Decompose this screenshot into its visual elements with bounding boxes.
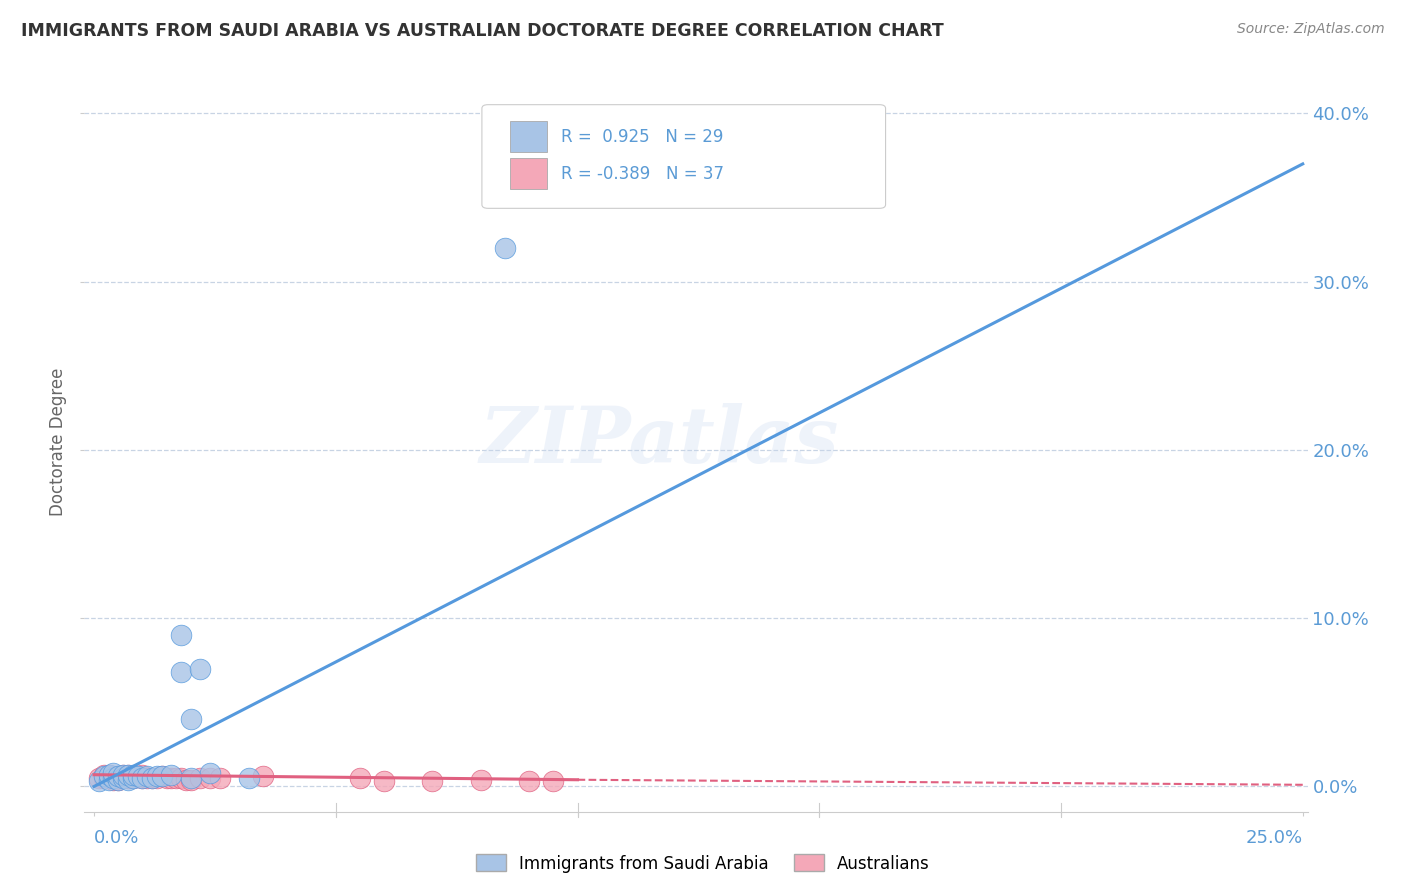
Point	[136, 771, 159, 785]
Point	[494, 241, 516, 255]
Point	[141, 771, 163, 785]
Point	[117, 767, 139, 781]
Point	[208, 771, 231, 785]
Point	[107, 772, 129, 787]
Point	[146, 771, 169, 785]
Point	[112, 771, 135, 785]
Point	[373, 774, 395, 789]
Point	[131, 771, 153, 785]
Point	[160, 771, 183, 785]
Point	[470, 772, 492, 787]
Point	[93, 769, 115, 783]
Point	[180, 712, 202, 726]
Point	[121, 767, 143, 781]
Point	[103, 766, 125, 780]
Point	[107, 769, 129, 783]
Bar	[510, 121, 547, 152]
FancyBboxPatch shape	[482, 104, 886, 209]
Point	[93, 767, 115, 781]
Point	[103, 772, 125, 787]
Point	[170, 771, 193, 785]
Text: R = -0.389   N = 37: R = -0.389 N = 37	[561, 164, 724, 183]
Point	[170, 628, 193, 642]
Point	[160, 767, 183, 781]
Bar	[510, 158, 547, 189]
Point	[190, 771, 212, 785]
Point	[155, 771, 177, 785]
Point	[543, 774, 565, 789]
Point	[87, 774, 110, 789]
Text: Source: ZipAtlas.com: Source: ZipAtlas.com	[1237, 22, 1385, 37]
Point	[238, 771, 260, 785]
Point	[127, 769, 149, 783]
Point	[174, 772, 197, 787]
Y-axis label: Doctorate Degree: Doctorate Degree	[49, 368, 67, 516]
Point	[117, 771, 139, 785]
Point	[117, 767, 139, 781]
Point	[180, 771, 202, 785]
Text: ZIPatlas: ZIPatlas	[479, 403, 839, 480]
Point	[97, 771, 120, 785]
Point	[198, 766, 221, 780]
Point	[121, 771, 143, 785]
Point	[87, 771, 110, 785]
Text: 0.0%: 0.0%	[94, 829, 139, 847]
Point	[127, 769, 149, 783]
Point	[117, 772, 139, 787]
Text: IMMIGRANTS FROM SAUDI ARABIA VS AUSTRALIAN DOCTORATE DEGREE CORRELATION CHART: IMMIGRANTS FROM SAUDI ARABIA VS AUSTRALI…	[21, 22, 943, 40]
Point	[517, 774, 540, 789]
Point	[150, 769, 173, 783]
Point	[190, 662, 212, 676]
Point	[422, 774, 444, 789]
Point	[180, 772, 202, 787]
Point	[131, 771, 153, 785]
Point	[112, 771, 135, 785]
Point	[107, 772, 129, 787]
Point	[150, 769, 173, 783]
Point	[107, 769, 129, 783]
Point	[252, 769, 274, 783]
Text: 25.0%: 25.0%	[1246, 829, 1303, 847]
Point	[131, 767, 153, 781]
Point	[170, 665, 193, 679]
Point	[141, 771, 163, 785]
Text: R =  0.925   N = 29: R = 0.925 N = 29	[561, 128, 724, 145]
Point	[97, 767, 120, 781]
Point	[97, 767, 120, 781]
Point	[93, 771, 115, 785]
Point	[103, 771, 125, 785]
Legend: Immigrants from Saudi Arabia, Australians: Immigrants from Saudi Arabia, Australian…	[470, 847, 936, 880]
Point	[103, 769, 125, 783]
Point	[121, 771, 143, 785]
Point	[165, 771, 187, 785]
Point	[198, 771, 221, 785]
Point	[349, 771, 371, 785]
Point	[112, 767, 135, 781]
Point	[112, 767, 135, 781]
Point	[136, 769, 159, 783]
Point	[146, 769, 169, 783]
Point	[97, 772, 120, 787]
